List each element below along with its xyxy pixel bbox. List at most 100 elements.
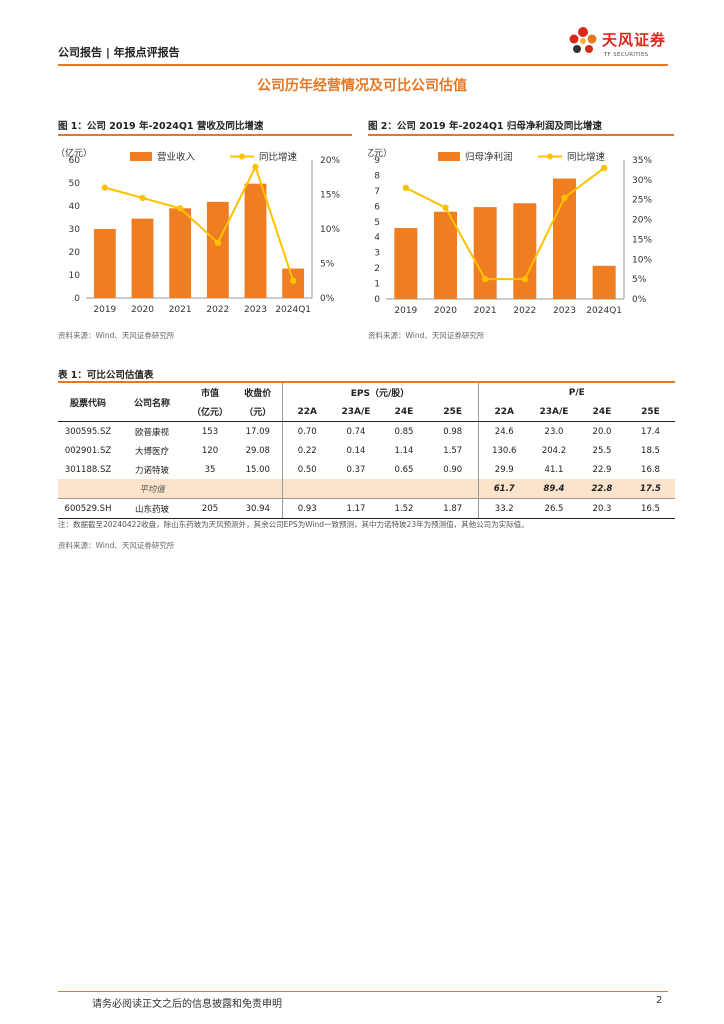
bar bbox=[244, 183, 267, 298]
left-tick-label: 10 bbox=[69, 271, 81, 281]
right-tick-label: 10% bbox=[632, 255, 652, 265]
x-tick-label: 2020 bbox=[434, 306, 457, 316]
cell-pe: 130.6 bbox=[492, 445, 517, 456]
growth-point bbox=[600, 164, 608, 172]
subject-company-row: 600529.SH 山东药玻 205 30.94 0.93 1.17 1.52 … bbox=[58, 498, 675, 519]
x-tick-label: 2024Q1 bbox=[275, 305, 311, 315]
cell-pe: 17.4 bbox=[641, 426, 660, 437]
unit-label: （亿元） bbox=[58, 147, 92, 159]
growth-point bbox=[252, 163, 259, 171]
cell-pe: 22.9 bbox=[592, 464, 612, 475]
left-tick-label: 7 bbox=[374, 187, 380, 197]
table-row: 002901.SZ 大博医疗 120 29.08 0.22 0.14 1.14 … bbox=[58, 441, 675, 460]
cell-pe: 23.0 bbox=[544, 426, 564, 437]
bar bbox=[513, 203, 537, 299]
legend-line-label: 同比增速 bbox=[259, 151, 298, 163]
growth-point bbox=[442, 204, 449, 211]
cell-eps: 0.90 bbox=[428, 460, 479, 479]
header-close: 收盘价 bbox=[234, 383, 283, 402]
x-tick-label: 2020 bbox=[131, 305, 154, 315]
left-tick-label: 30 bbox=[69, 225, 81, 235]
header-pe-group: P/E bbox=[568, 387, 585, 398]
header-rule bbox=[58, 64, 668, 66]
header-eps-24e: 24E bbox=[380, 402, 428, 422]
header-name: 公司名称 bbox=[118, 383, 186, 422]
avg-pe: 61.7 bbox=[478, 479, 530, 499]
header-code: 股票代码 bbox=[58, 383, 118, 422]
right-tick-label: 20% bbox=[632, 216, 652, 226]
figure1-rule bbox=[58, 134, 352, 136]
cell-name: 山东药玻 bbox=[118, 498, 186, 519]
cell-eps: 0.22 bbox=[297, 445, 317, 456]
net-profit-chart: （亿元） 0 1 2 3 4 5 6 7 8 9 0% 5% 10% 15% 20% 25% 30% 35% 2019… bbox=[368, 147, 652, 316]
x-tick-label: 2024Q1 bbox=[586, 306, 622, 316]
cell-eps: 0.37 bbox=[346, 464, 366, 475]
cell-pe: 26.5 bbox=[530, 498, 578, 519]
logo-subtext: TF SECURITIES bbox=[604, 52, 649, 58]
header-pe-25e: 25E bbox=[626, 402, 675, 422]
growth-point bbox=[139, 194, 146, 202]
cell-eps: 0.74 bbox=[346, 426, 366, 437]
header-pe-24e: 24E bbox=[578, 402, 626, 422]
footer-rule bbox=[58, 991, 668, 992]
cell-close: 29.08 bbox=[234, 441, 283, 460]
table-note: 注：数据截至20240422收盘，除山东药玻为天风预测外，其余公司EPS为Win… bbox=[58, 520, 529, 529]
logo-text: 天风证券 bbox=[602, 31, 667, 49]
left-tick-label: 1 bbox=[374, 280, 380, 290]
left-tick-label: 2 bbox=[374, 264, 380, 274]
table-source: 资料来源：Wind、天风证券研究所 bbox=[58, 541, 175, 550]
legend-bar-swatch bbox=[438, 152, 460, 161]
growth-line bbox=[104, 164, 295, 282]
cell-close: 15.00 bbox=[234, 460, 283, 479]
cell-pe: 41.1 bbox=[544, 464, 564, 475]
x-tick-label: 2021 bbox=[474, 306, 497, 316]
cell-code: 002901.SZ bbox=[64, 445, 112, 456]
x-tick-label: 2022 bbox=[513, 306, 536, 316]
header-mktcap: 市值 bbox=[200, 389, 219, 399]
cell-eps: 1.17 bbox=[332, 498, 380, 519]
cell-pe: 29.9 bbox=[494, 464, 514, 475]
figure2-rule bbox=[368, 134, 674, 136]
cell-mktcap: 153 bbox=[201, 426, 219, 437]
bar bbox=[473, 207, 497, 299]
left-tick-label: 4 bbox=[374, 233, 380, 243]
table-row: 300595.SZ 欧普康视 153 17.09 0.70 0.74 0.85 … bbox=[58, 421, 675, 441]
cell-mktcap: 120 bbox=[201, 445, 219, 456]
growth-point bbox=[521, 275, 529, 283]
tf-logo-icon bbox=[569, 27, 597, 53]
figure1-source: 资料来源：Wind、天风证券研究所 bbox=[58, 331, 175, 340]
cell-mktcap: 35 bbox=[204, 464, 216, 475]
left-tick-label: 0 bbox=[374, 295, 380, 305]
cell-pe: 16.8 bbox=[641, 464, 660, 475]
average-row: 平均值 61.7 89.4 22.8 17.5 bbox=[58, 479, 675, 499]
x-tick-label: 2023 bbox=[553, 306, 576, 316]
avg-pe: 17.5 bbox=[626, 479, 675, 499]
figure2-title: 图 2：公司 2019 年-2024Q1 归母净利润及同比增速 bbox=[368, 121, 602, 132]
cell-pe: 24.6 bbox=[494, 426, 514, 437]
bar bbox=[592, 265, 616, 299]
table-row: 301188.SZ 力诺特玻 35 15.00 0.50 0.37 0.65 0… bbox=[58, 460, 675, 479]
left-tick-label: 6 bbox=[374, 202, 380, 212]
growth-point bbox=[101, 184, 109, 191]
x-tick-label: 2021 bbox=[169, 305, 192, 315]
cell-pe: 18.5 bbox=[641, 445, 660, 456]
avg-label: 平均值 bbox=[118, 479, 186, 499]
left-tick-label: 50 bbox=[69, 179, 81, 189]
left-tick-label: 40 bbox=[69, 202, 81, 212]
cell-code: 301188.SZ bbox=[64, 464, 112, 475]
bar bbox=[394, 227, 418, 299]
legend-line-marker bbox=[547, 153, 553, 160]
header-eps-group: EPS（元/股） bbox=[282, 383, 479, 402]
revenue-chart: （亿元） 0 10 20 30 40 50 60 0% 5% 10% 15% 20% 2019 2020 20… bbox=[58, 147, 340, 315]
header-eps-22a: 22A bbox=[282, 402, 332, 422]
footer-disclaimer: 请务必阅读正文之后的信息披露和免责申明 bbox=[92, 999, 282, 1010]
right-tick-label: 15% bbox=[320, 191, 340, 201]
comparable-valuation-table: 股票代码 公司名称 市值 收盘价 EPS（元/股） P/E （亿元） （元） 2… bbox=[58, 383, 675, 519]
growth-point bbox=[176, 205, 184, 212]
growth-point bbox=[561, 194, 568, 201]
header-pe-23a: 23A/E bbox=[530, 402, 578, 422]
growth-point bbox=[402, 184, 410, 191]
report-type-label: 公司报告 | 年报点评报告 bbox=[58, 46, 180, 59]
cell-eps: 0.65 bbox=[394, 464, 414, 475]
left-tick-label: 0 bbox=[74, 294, 80, 304]
